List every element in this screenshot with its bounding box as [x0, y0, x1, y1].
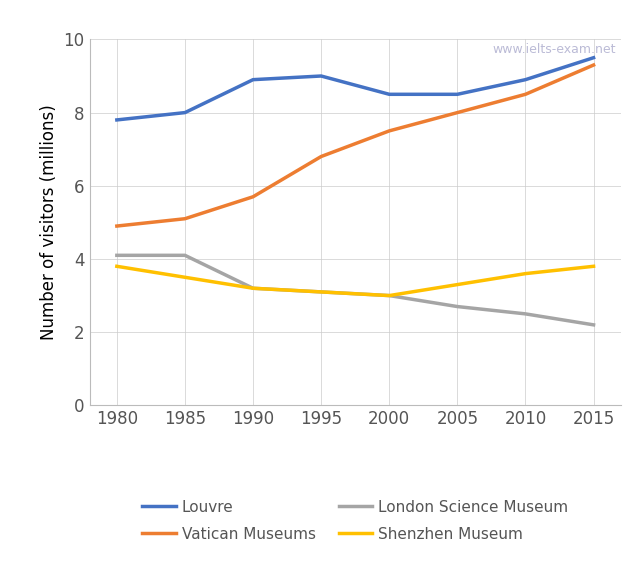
- Text: www.ielts-exam.net: www.ielts-exam.net: [492, 43, 616, 56]
- Legend: Louvre, Vatican Museums, London Science Museum, Shenzhen Museum: Louvre, Vatican Museums, London Science …: [136, 494, 575, 548]
- Y-axis label: Number of visitors (millions): Number of visitors (millions): [40, 105, 58, 340]
